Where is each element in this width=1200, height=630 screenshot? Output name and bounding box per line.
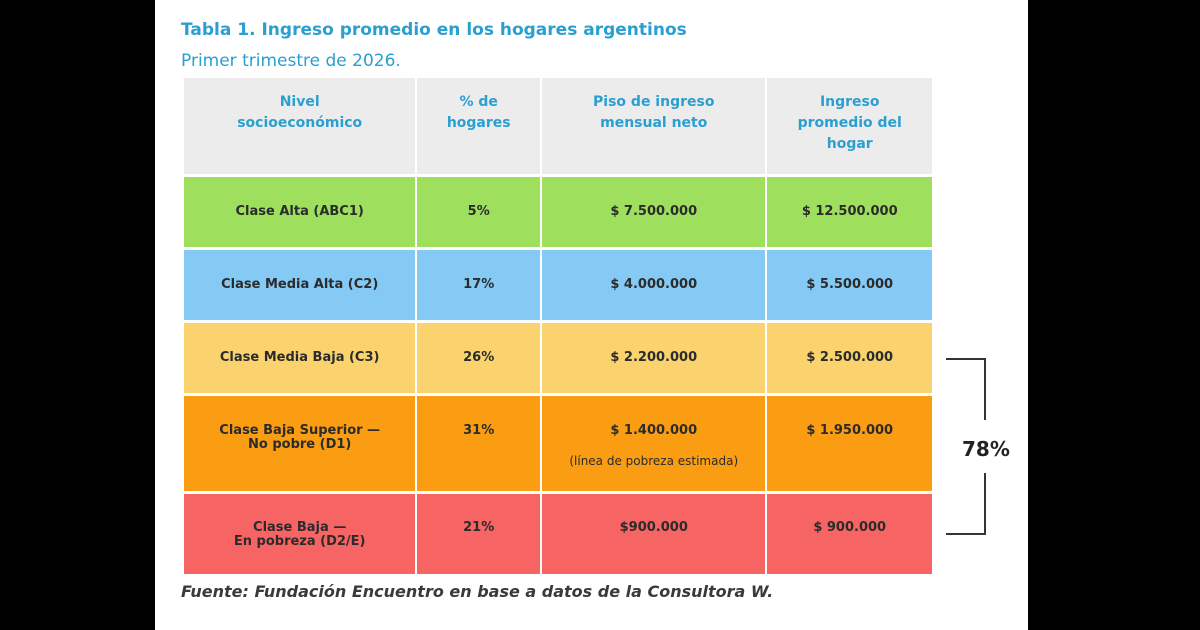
cell-piso: $900.000 <box>542 494 766 574</box>
bracket-percentage: 78% <box>962 437 1010 461</box>
poverty-line-note: (línea de pobreza estimada) <box>569 454 739 468</box>
header-nivel: Nivel socioeconómico <box>184 78 416 174</box>
table-card: Tabla 1. Ingreso promedio en los hogares… <box>155 0 1028 630</box>
cell-nivel: Clase Alta (ABC1) <box>184 177 416 247</box>
table-title: Tabla 1. Ingreso promedio en los hogares… <box>181 20 687 40</box>
header-promedio: Ingreso promedio del hogar <box>767 78 932 174</box>
cell-hogares: 21% <box>417 494 541 574</box>
source-note: Fuente: Fundación Encuentro en base a da… <box>181 582 774 601</box>
table-row-alta: Clase Alta (ABC1) 5% $ 7.500.000 $ 12.50… <box>184 177 934 250</box>
income-table: Nivel socioeconómico % de hogares Piso d… <box>184 78 934 577</box>
cell-nivel: Clase Media Alta (C2) <box>184 250 416 320</box>
cell-hogares: 31% <box>417 396 541 491</box>
cell-nivel: Clase Baja — En pobreza (D2/E) <box>184 494 416 574</box>
table-header-row: Nivel socioeconómico % de hogares Piso d… <box>184 78 934 177</box>
header-hogares: % de hogares <box>417 78 541 174</box>
cell-promedio: $ 1.950.000 <box>767 396 932 491</box>
header-piso: Piso de ingreso mensual neto <box>542 78 766 174</box>
cell-piso: $ 1.400.000 (línea de pobreza estimada) <box>542 396 766 491</box>
table-row-baja-superior: Clase Baja Superior — No pobre (D1) 31% … <box>184 396 934 494</box>
cell-promedio: $ 900.000 <box>767 494 932 574</box>
table-row-baja: Clase Baja — En pobreza (D2/E) 21% $900.… <box>184 494 934 577</box>
grouping-bracket <box>946 358 988 535</box>
cell-hogares: 26% <box>417 323 541 393</box>
table-row-media-alta: Clase Media Alta (C2) 17% $ 4.000.000 $ … <box>184 250 934 323</box>
cell-piso: $ 4.000.000 <box>542 250 766 320</box>
cell-promedio: $ 5.500.000 <box>767 250 932 320</box>
table-subtitle: Primer trimestre de 2026. <box>181 51 401 71</box>
cell-nivel: Clase Media Baja (C3) <box>184 323 416 393</box>
cell-piso: $ 2.200.000 <box>542 323 766 393</box>
cell-promedio: $ 2.500.000 <box>767 323 932 393</box>
table-row-media-baja: Clase Media Baja (C3) 26% $ 2.200.000 $ … <box>184 323 934 396</box>
cell-promedio: $ 12.500.000 <box>767 177 932 247</box>
cell-piso: $ 7.500.000 <box>542 177 766 247</box>
cell-nivel: Clase Baja Superior — No pobre (D1) <box>184 396 416 491</box>
cell-hogares: 17% <box>417 250 541 320</box>
cell-hogares: 5% <box>417 177 541 247</box>
